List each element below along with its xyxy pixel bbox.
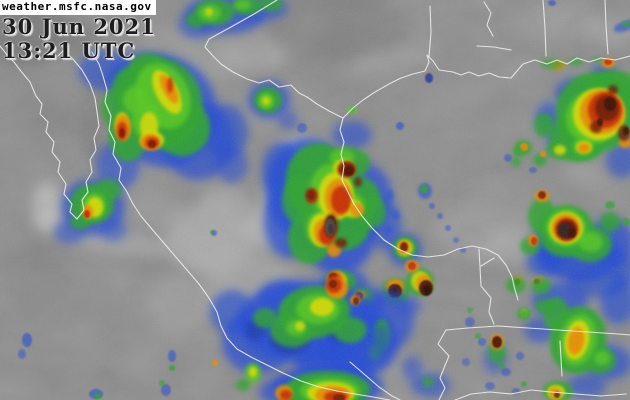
- timestamp-overlay: 30 Jun 2021 13:21 UTC: [2, 15, 156, 63]
- observation-time: 13:21 UTC: [2, 38, 136, 63]
- source-attribution: weather.msfc.nasa.gov: [0, 0, 156, 15]
- observation-date: 30 Jun 2021: [2, 14, 156, 39]
